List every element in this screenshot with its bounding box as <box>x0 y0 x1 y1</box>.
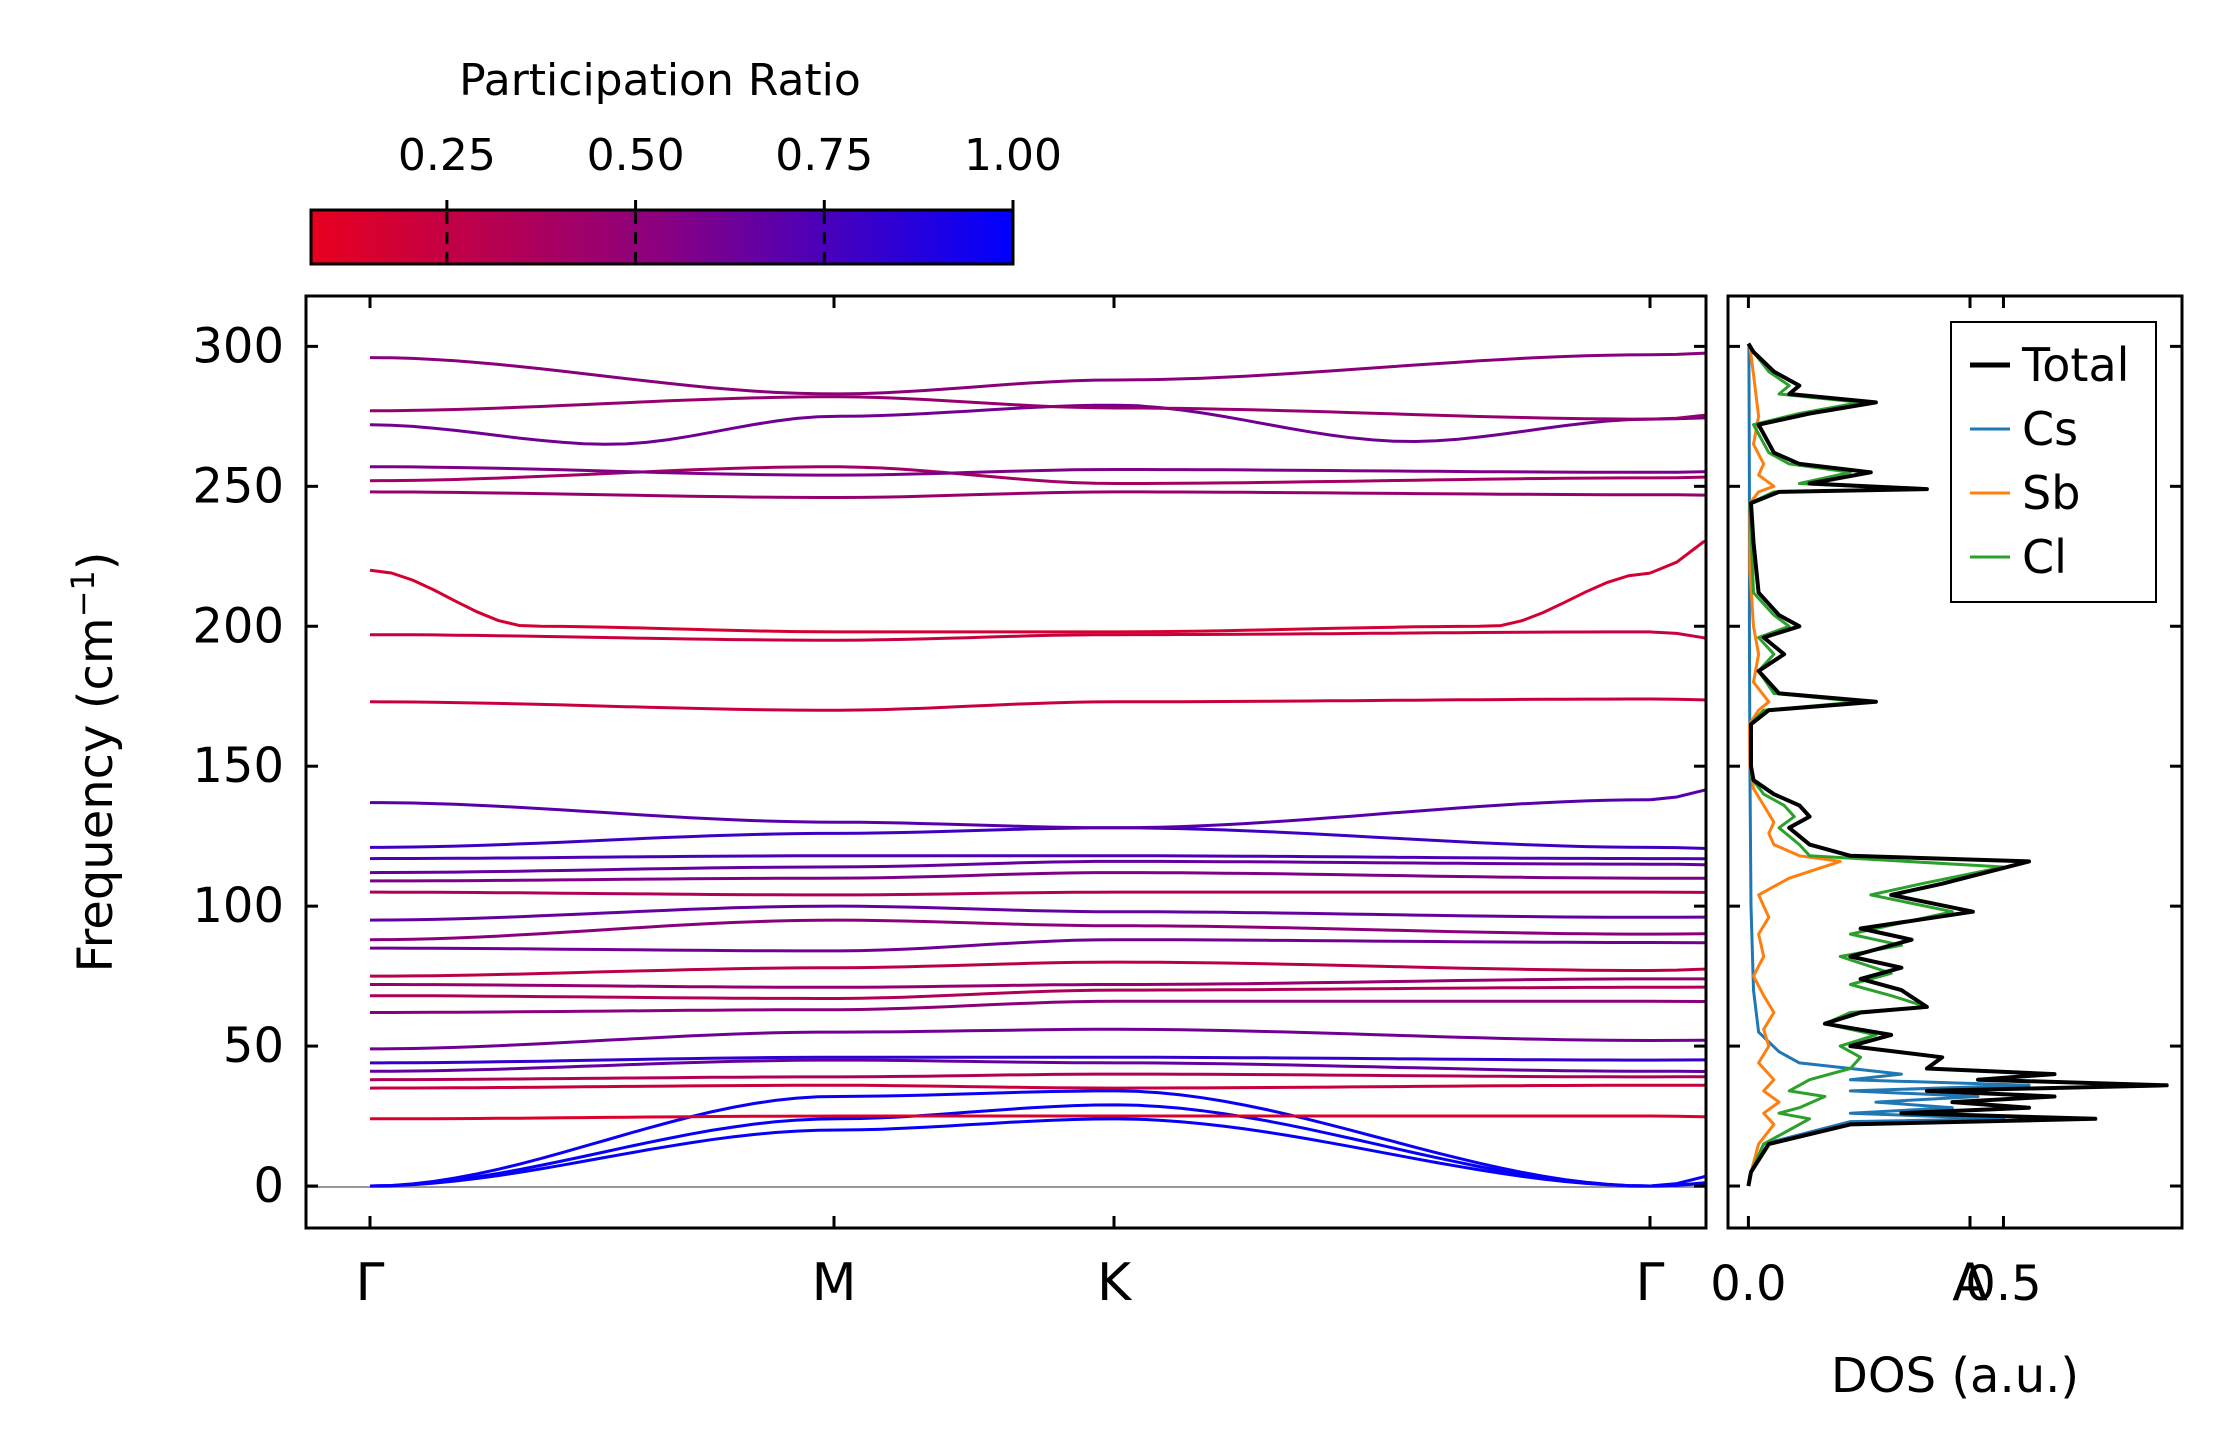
band-line <box>369 1027 1651 1051</box>
band-line <box>369 1083 1650 1090</box>
legend-label-cs: Cs <box>2022 402 2078 456</box>
band-line <box>369 918 1650 942</box>
legend-label-total: Total <box>2021 338 2129 392</box>
band-line <box>1649 999 1706 1004</box>
band-line <box>369 1089 1651 1188</box>
colorbar-tick-label: 0.75 <box>775 130 873 181</box>
y-tick-label: 150 <box>192 738 284 794</box>
y-axis-label: Frequency (cm−1) <box>64 551 124 972</box>
y-axis-label-close: ) <box>68 551 124 570</box>
y-tick-label: 50 <box>223 1018 284 1074</box>
y-tick-label: 100 <box>192 878 284 934</box>
band-line <box>369 904 1650 922</box>
band-ticks <box>306 296 1972 1228</box>
dos-axes-frame <box>1726 294 2184 1230</box>
band-line <box>370 1114 1650 1121</box>
band-line <box>1649 941 1706 945</box>
y-tick-label: 250 <box>192 458 284 514</box>
band-line <box>1649 932 1706 936</box>
band-line <box>369 859 1651 875</box>
phonon-bands <box>369 351 1706 1188</box>
dos-x-tick-label: 0.5 <box>1965 1256 2041 1312</box>
dos-ticks <box>1728 296 2182 1228</box>
band-line <box>369 697 1650 712</box>
band-line <box>369 403 1651 446</box>
legend-label-sb: Sb <box>2022 466 2080 520</box>
y-axis-label-superscript: −1 <box>64 570 102 617</box>
band-line <box>1649 1038 1706 1042</box>
band-line <box>369 490 1650 499</box>
dos-x-tick-label: 0.0 <box>1710 1256 1786 1312</box>
band-line <box>370 960 1650 978</box>
band-line <box>370 630 1650 642</box>
colorbar-tick-label: 0.50 <box>587 130 685 181</box>
kpath-label: A <box>1952 1253 1988 1313</box>
dos-legend: Total Cs Sb Cl <box>1950 321 2157 603</box>
band-line <box>370 985 1650 1000</box>
band-line <box>1650 977 1706 981</box>
band-line <box>1649 985 1706 989</box>
dos-curves <box>1746 342 2169 1187</box>
colorbar-label: Participation Ratio <box>459 55 861 106</box>
dos-x-axis-label: DOS (a.u.) <box>1831 1348 2079 1404</box>
band-line <box>369 826 1651 849</box>
kpath-label: K <box>1097 1253 1133 1313</box>
band-line <box>1649 630 1706 640</box>
band-line <box>369 1072 1650 1082</box>
band-line <box>370 999 1650 1014</box>
kpath-label: M <box>812 1253 857 1313</box>
kpath-label: Γ <box>1636 1253 1665 1313</box>
band-line <box>370 871 1651 883</box>
dos-x-tick-labels: 0.0 0.5 <box>1710 1256 2041 1312</box>
legend-label-cl: Cl <box>2022 530 2067 584</box>
kpath-labels: ΓMKΓALHA/LM/HK <box>356 1253 1989 1313</box>
colorbar-tick-label: 0.25 <box>398 130 496 181</box>
dos-curve-cs <box>1746 346 2031 1187</box>
colorbar-ticks <box>445 200 1015 262</box>
dos-curve-sb <box>1746 346 1842 1187</box>
band-line <box>369 854 1651 861</box>
band-line <box>369 1117 1651 1188</box>
band-line <box>369 1058 1651 1073</box>
band-line <box>369 798 1651 830</box>
dos-plot: 0.0 0.5 DOS (a.u.) Total Cs Sb Cl <box>1710 294 2184 1404</box>
band-line <box>370 977 1650 989</box>
kpath-label: Γ <box>356 1253 385 1313</box>
y-tick-label: 0 <box>253 1158 284 1214</box>
band-line <box>1649 697 1706 702</box>
y-tick-labels: 0 50 100 150 200 250 300 <box>192 318 284 1214</box>
band-line <box>1649 967 1706 972</box>
band-line <box>369 465 1650 485</box>
colorbar-tick-label: 1.00 <box>964 130 1062 181</box>
band-line <box>1649 862 1706 867</box>
colorbar-tick-labels: 0.25 0.50 0.75 1.00 <box>398 130 1062 181</box>
band-line <box>369 353 1651 396</box>
band-line <box>1649 788 1706 802</box>
legend-frame <box>1950 321 2157 603</box>
band-line <box>1650 876 1706 880</box>
band-line <box>369 890 1650 897</box>
dos-curve-total <box>1746 342 2169 1187</box>
y-tick-label: 200 <box>192 598 284 654</box>
colorbar <box>309 208 1015 266</box>
band-line <box>370 938 1650 953</box>
band-line <box>369 465 1650 477</box>
band-axes-frame <box>304 294 1708 1230</box>
band-line <box>369 568 1651 634</box>
y-tick-label: 300 <box>192 318 284 374</box>
band-line <box>369 395 1650 421</box>
band-line <box>369 1055 1650 1065</box>
band-line <box>369 1103 1651 1188</box>
